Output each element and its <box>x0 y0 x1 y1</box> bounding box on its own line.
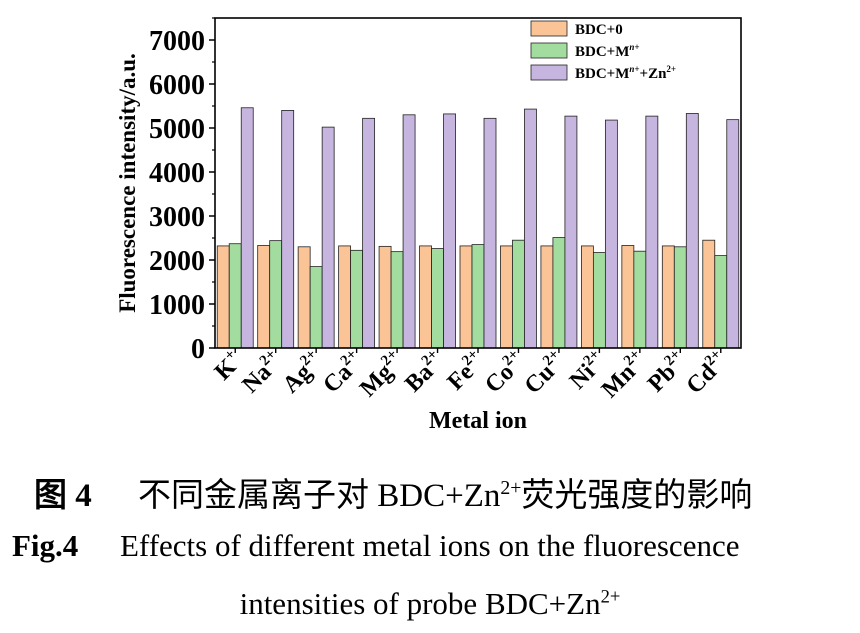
y-tick-label: 1000 <box>149 290 205 321</box>
bar <box>431 248 444 349</box>
bar <box>633 250 647 349</box>
bar <box>257 245 271 349</box>
y-tick-label: 5000 <box>149 114 205 145</box>
bar <box>390 251 404 349</box>
bar <box>362 117 376 349</box>
bar <box>552 237 566 349</box>
y-axis-title: Fluorescence intensity/a.u. <box>115 53 140 313</box>
bar <box>673 246 687 349</box>
bar <box>216 245 230 349</box>
x-tick-label: Cd2+ <box>680 346 733 399</box>
bar <box>645 115 659 349</box>
bar <box>726 119 740 349</box>
bar <box>350 249 364 349</box>
x-tick-label: Cu2+ <box>518 346 571 399</box>
bar <box>621 245 635 349</box>
x-tick-label: Pb2+ <box>642 346 693 397</box>
bar <box>419 245 432 349</box>
x-tick-label: Na2+ <box>236 346 288 398</box>
legend-label: BDC+0 <box>575 22 623 38</box>
caption-en-label: Fig.4 <box>12 528 79 563</box>
bar <box>580 245 594 349</box>
y-tick-label: 2000 <box>149 246 205 277</box>
bar <box>540 245 554 349</box>
bar <box>443 113 456 349</box>
bar <box>564 115 578 349</box>
x-tick-label: Ba2+ <box>399 346 450 397</box>
y-tick-label: 4000 <box>149 158 205 189</box>
bar <box>228 243 242 349</box>
bar <box>483 117 497 349</box>
bar <box>269 240 283 349</box>
bar <box>714 255 728 349</box>
y-tick-label: 3000 <box>149 202 205 233</box>
bar <box>512 239 525 349</box>
x-tick-label: Mn2+ <box>595 346 652 403</box>
legend-swatch <box>530 42 568 59</box>
bar <box>604 119 618 349</box>
bar <box>378 245 392 349</box>
bar <box>338 245 352 349</box>
x-tick-label: Co2+ <box>479 346 531 398</box>
caption-en-text: Effects of different metal ions on the f… <box>120 528 740 563</box>
bar <box>321 126 335 349</box>
bar <box>661 245 675 349</box>
legend-label: BDC+Mn+ <box>575 42 640 60</box>
bar <box>471 244 485 349</box>
caption-cn-text: 不同金属离子对 BDC+Zn2+荧光强度的影响 <box>138 477 753 514</box>
bar <box>309 266 323 349</box>
legend-label: BDC+Mn++Zn2+ <box>575 64 676 82</box>
bar-chart: 01000200030004000500060007000K+Na2+Ag2+C… <box>115 17 742 434</box>
y-tick-label: 0 <box>191 334 205 365</box>
x-axis-title: Metal ion <box>429 408 527 434</box>
bar <box>500 245 513 349</box>
legend-swatch <box>530 20 568 37</box>
bar <box>402 114 416 349</box>
bar <box>524 108 537 349</box>
bar <box>702 239 716 349</box>
x-tick-label: Ag2+ <box>276 346 328 398</box>
bar <box>281 110 295 349</box>
x-tick-label: Mg2+ <box>354 346 410 402</box>
caption-english-line2: intensities of probe BDC+Zn2+ <box>239 586 621 621</box>
legend-swatch <box>530 64 568 81</box>
bar <box>240 107 254 349</box>
bar <box>459 245 473 349</box>
bar <box>685 113 699 349</box>
bar <box>297 246 311 349</box>
caption-cn-label: 图 4 <box>34 478 92 514</box>
x-tick-label: Fe2+ <box>441 346 490 395</box>
y-tick-label: 7000 <box>149 26 205 57</box>
y-tick-label: 6000 <box>149 70 205 101</box>
bar <box>592 252 606 349</box>
